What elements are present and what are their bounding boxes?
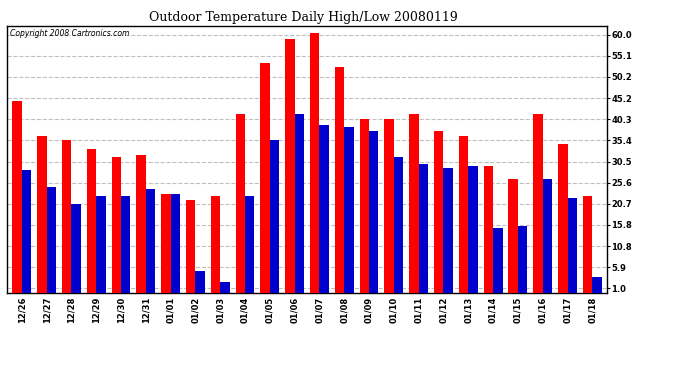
Bar <box>310 33 319 292</box>
Bar <box>22 170 31 292</box>
Bar <box>285 39 295 292</box>
Text: Copyright 2008 Cartronics.com: Copyright 2008 Cartronics.com <box>10 29 129 38</box>
Bar <box>186 200 195 292</box>
Bar <box>543 179 552 292</box>
Bar <box>161 194 170 292</box>
Bar <box>137 155 146 292</box>
Text: Outdoor Temperature Daily High/Low 20080119: Outdoor Temperature Daily High/Low 20080… <box>149 11 458 24</box>
Bar <box>419 164 428 292</box>
Bar <box>583 196 592 292</box>
Bar <box>592 278 602 292</box>
Bar <box>434 132 444 292</box>
Bar <box>459 136 469 292</box>
Bar <box>62 140 71 292</box>
Bar <box>96 196 106 292</box>
Bar <box>211 196 220 292</box>
Bar <box>47 187 56 292</box>
Bar <box>295 114 304 292</box>
Bar <box>394 157 403 292</box>
Bar <box>493 228 502 292</box>
Bar <box>518 226 527 292</box>
Bar <box>220 282 230 292</box>
Bar <box>369 132 379 292</box>
Bar <box>12 101 22 292</box>
Bar <box>37 136 47 292</box>
Bar <box>87 148 96 292</box>
Bar <box>112 157 121 292</box>
Bar <box>319 125 329 292</box>
Bar <box>235 114 245 292</box>
Bar <box>409 114 419 292</box>
Bar <box>444 168 453 292</box>
Bar <box>567 198 577 292</box>
Bar <box>260 63 270 292</box>
Bar <box>270 140 279 292</box>
Bar <box>195 271 205 292</box>
Bar <box>359 118 369 292</box>
Bar <box>344 127 354 292</box>
Bar <box>245 196 255 292</box>
Bar <box>509 179 518 292</box>
Bar <box>121 196 130 292</box>
Bar <box>533 114 543 292</box>
Bar <box>335 67 344 292</box>
Bar <box>469 166 477 292</box>
Bar <box>484 166 493 292</box>
Bar <box>384 118 394 292</box>
Bar <box>146 189 155 292</box>
Bar <box>170 194 180 292</box>
Bar <box>71 204 81 292</box>
Bar <box>558 144 567 292</box>
